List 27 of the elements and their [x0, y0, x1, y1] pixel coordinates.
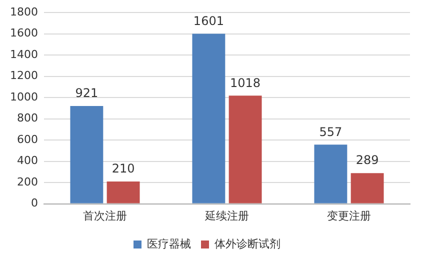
bar	[228, 96, 262, 204]
data-label: 210	[112, 162, 135, 176]
y-tick-label: 1800	[10, 5, 38, 18]
data-label: 289	[356, 153, 379, 168]
legend-label: 体外诊断试剂	[214, 237, 280, 250]
bar	[314, 144, 348, 204]
y-tick-label: 1400	[10, 48, 38, 61]
legend-label: 医疗器械	[147, 237, 191, 250]
data-label: 557	[319, 124, 342, 139]
x-tick-label: 变更注册	[327, 209, 371, 222]
y-tick-label: 400	[16, 154, 38, 168]
bar	[192, 34, 226, 204]
x-tick-label: 首次注册	[82, 209, 127, 222]
y-tick-label: 1000	[10, 90, 38, 104]
y-tick-label: 0	[30, 196, 38, 210]
y-tick-label: 1600	[10, 26, 38, 40]
bar	[106, 181, 140, 204]
data-label: 1601	[193, 14, 224, 28]
data-label: 921	[75, 86, 98, 100]
bar	[70, 106, 104, 204]
y-tick-label: 200	[16, 175, 38, 188]
y-tick-label: 1200	[10, 69, 38, 82]
bar	[350, 173, 384, 204]
y-tick-label: 600	[16, 132, 38, 146]
x-tick-label: 延续注册	[204, 209, 249, 222]
data-label: 1018	[230, 76, 261, 90]
y-tick-label: 800	[16, 112, 38, 125]
